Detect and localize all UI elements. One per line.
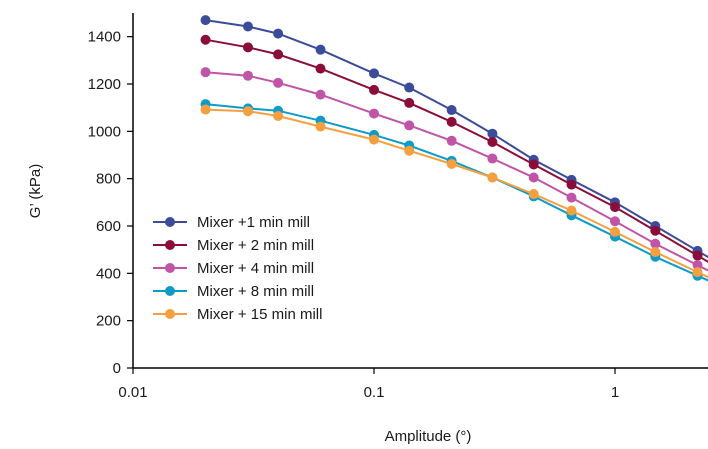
series-3	[200, 67, 708, 272]
series-line	[205, 103, 708, 282]
y-tick-label: 600	[96, 218, 121, 235]
legend-label: Mixer + 4 min mill	[197, 260, 314, 277]
data-point	[315, 89, 326, 100]
data-point	[692, 267, 703, 278]
series	[200, 15, 708, 282]
data-point	[242, 42, 253, 53]
y-tick-label: 400	[96, 265, 121, 282]
data-point	[242, 21, 253, 32]
series-line	[205, 38, 708, 263]
legend-marker	[165, 240, 175, 250]
series-line	[205, 108, 708, 279]
x-tick-label: 0.01	[118, 384, 147, 401]
data-point	[273, 77, 284, 88]
y-tick-label: 0	[113, 360, 121, 377]
series-2	[200, 34, 708, 263]
data-point	[650, 238, 661, 249]
data-point	[404, 120, 415, 131]
legend: Mixer +1 min mill Mixer + 2 min mill Mixer…	[153, 214, 322, 323]
legend-marker	[165, 263, 175, 273]
x-tick-label: 0.1	[364, 384, 385, 401]
data-point	[369, 68, 379, 79]
data-point	[446, 158, 457, 169]
data-point	[315, 44, 326, 55]
data-point	[273, 49, 284, 60]
data-point	[528, 172, 539, 183]
data-point	[692, 250, 703, 261]
data-point	[610, 202, 620, 213]
x-tick-label: 1	[611, 384, 619, 401]
y-tick-label: 1400	[88, 29, 121, 46]
legend-marker	[165, 286, 175, 296]
data-point	[487, 172, 498, 183]
data-point	[650, 247, 661, 258]
legend-label: Mixer + 15 min mill	[197, 306, 322, 323]
y-axis-title: G’ (kPa)	[27, 164, 44, 218]
axes	[132, 13, 708, 369]
legend-marker	[165, 309, 175, 319]
data-point	[273, 28, 284, 39]
series-line	[205, 19, 708, 259]
legend-label: Mixer + 8 min mill	[197, 283, 314, 300]
y-tick-label: 200	[96, 313, 121, 330]
data-point	[528, 159, 539, 170]
data-point	[200, 15, 211, 26]
data-point	[315, 121, 326, 132]
data-point	[369, 134, 379, 145]
legend-label: Mixer + 2 min mill	[197, 237, 314, 254]
data-point	[369, 84, 379, 95]
ticks: 0 200 400 600 800 1000 1200 1400 0.01 0.1 1	[88, 29, 620, 401]
series-line	[205, 71, 708, 272]
data-point	[487, 136, 498, 147]
data-point	[528, 189, 539, 200]
legend-marker	[165, 217, 175, 227]
data-point	[692, 260, 703, 271]
data-point	[446, 105, 457, 116]
data-point	[200, 104, 211, 115]
data-point	[200, 34, 211, 45]
data-point	[369, 108, 379, 119]
data-point	[242, 106, 253, 117]
data-point	[242, 70, 253, 81]
y-tick-label: 1000	[88, 123, 121, 140]
data-point	[200, 67, 211, 78]
legend-label: Mixer +1 min mill	[197, 214, 310, 231]
data-point	[566, 179, 577, 190]
data-point	[404, 97, 415, 108]
data-point	[315, 63, 326, 74]
data-point	[446, 135, 457, 146]
data-point	[566, 205, 577, 216]
data-point	[487, 153, 498, 164]
y-tick-label: 1200	[88, 76, 121, 93]
data-point	[487, 128, 498, 139]
y-tick-label: 800	[96, 171, 121, 188]
data-point	[446, 116, 457, 127]
data-point	[404, 145, 415, 156]
data-point	[610, 226, 620, 237]
data-point	[566, 192, 577, 203]
series-5	[200, 104, 708, 279]
data-point	[273, 110, 284, 121]
data-point	[404, 82, 415, 93]
x-axis-title: Amplitude (°)	[385, 428, 472, 445]
data-point	[650, 225, 661, 236]
data-point	[610, 216, 620, 227]
